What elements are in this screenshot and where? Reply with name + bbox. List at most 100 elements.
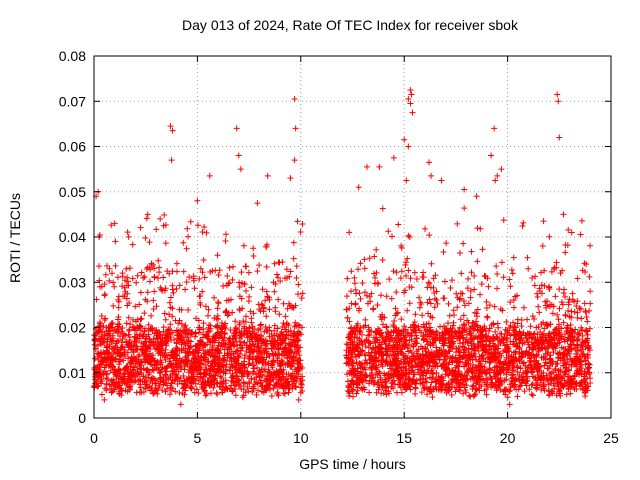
data-point [431,304,438,311]
data-point [576,359,583,366]
data-point [434,351,441,358]
data-point [488,384,495,391]
data-point [513,356,520,363]
data-point [215,357,222,364]
data-point [576,367,583,374]
data-point [242,380,249,387]
data-point [426,232,433,239]
data-point [274,390,281,397]
data-point [215,347,222,354]
data-point [574,275,581,282]
data-point [485,283,492,290]
data-point [109,364,116,371]
data-point [405,143,412,150]
data-point [465,275,472,282]
data-point [531,374,538,381]
data-point [528,391,535,398]
data-point [578,315,585,322]
data-point [420,359,427,366]
data-point [357,376,364,383]
data-point [556,378,563,385]
data-point [562,359,569,366]
data-point [281,345,288,352]
data-point [497,386,504,393]
data-point [468,350,475,357]
data-point [195,377,202,384]
data-point [510,360,517,367]
data-point [368,372,375,379]
data-point [404,255,411,262]
data-point [388,295,395,302]
data-point [260,359,267,366]
data-point [440,335,447,342]
data-point [247,330,254,337]
data-point [150,297,157,304]
data-point [200,320,207,327]
data-point [366,255,373,262]
data-point [214,379,221,386]
data-point [228,355,235,362]
data-point [106,330,113,337]
data-point [236,329,243,336]
data-point [203,365,210,372]
data-point [191,364,198,371]
data-point [432,360,439,367]
data-point [220,378,227,385]
data-point [187,218,194,225]
data-point [229,335,236,342]
y-tick-label: 0.06 [59,139,86,155]
data-point [132,318,139,325]
data-point [183,338,190,345]
data-point [347,351,354,358]
data-point [391,318,398,325]
data-point [116,390,123,397]
data-point [202,361,209,368]
data-point [540,385,547,392]
data-point [110,350,117,357]
data-point [433,344,440,351]
data-point [343,293,350,300]
data-point [392,326,399,333]
data-point [542,334,549,341]
data-point [553,259,560,266]
data-point [281,348,288,355]
data-point [158,338,165,345]
data-point [288,342,295,349]
data-point [545,392,552,399]
data-point [391,360,398,367]
data-point [399,350,406,357]
data-point [470,345,477,352]
data-point [271,322,278,329]
data-point [135,358,142,365]
data-point [111,345,118,352]
data-point [481,323,488,330]
data-point [287,175,294,182]
data-point [159,387,166,394]
data-point [167,384,174,391]
data-point [528,368,535,375]
data-point [146,264,153,271]
data-point [148,312,155,319]
data-point [497,375,504,382]
data-point [448,391,455,398]
data-point [124,388,131,395]
data-point [112,369,119,376]
data-point [101,396,108,403]
data-point [565,346,572,353]
data-point [584,318,591,325]
data-point [211,372,218,379]
data-point [433,296,440,303]
data-point [556,286,563,293]
data-point [248,375,255,382]
data-point [524,316,531,323]
data-point [465,368,472,375]
data-point [246,355,253,362]
data-point [365,332,372,339]
data-point [98,380,105,387]
data-point [162,316,169,323]
data-point [466,392,473,399]
data-point [113,379,120,386]
data-point [515,376,522,383]
chart-title: Day 013 of 2024, Rate Of TEC Index for r… [182,17,518,33]
data-point [183,278,190,285]
